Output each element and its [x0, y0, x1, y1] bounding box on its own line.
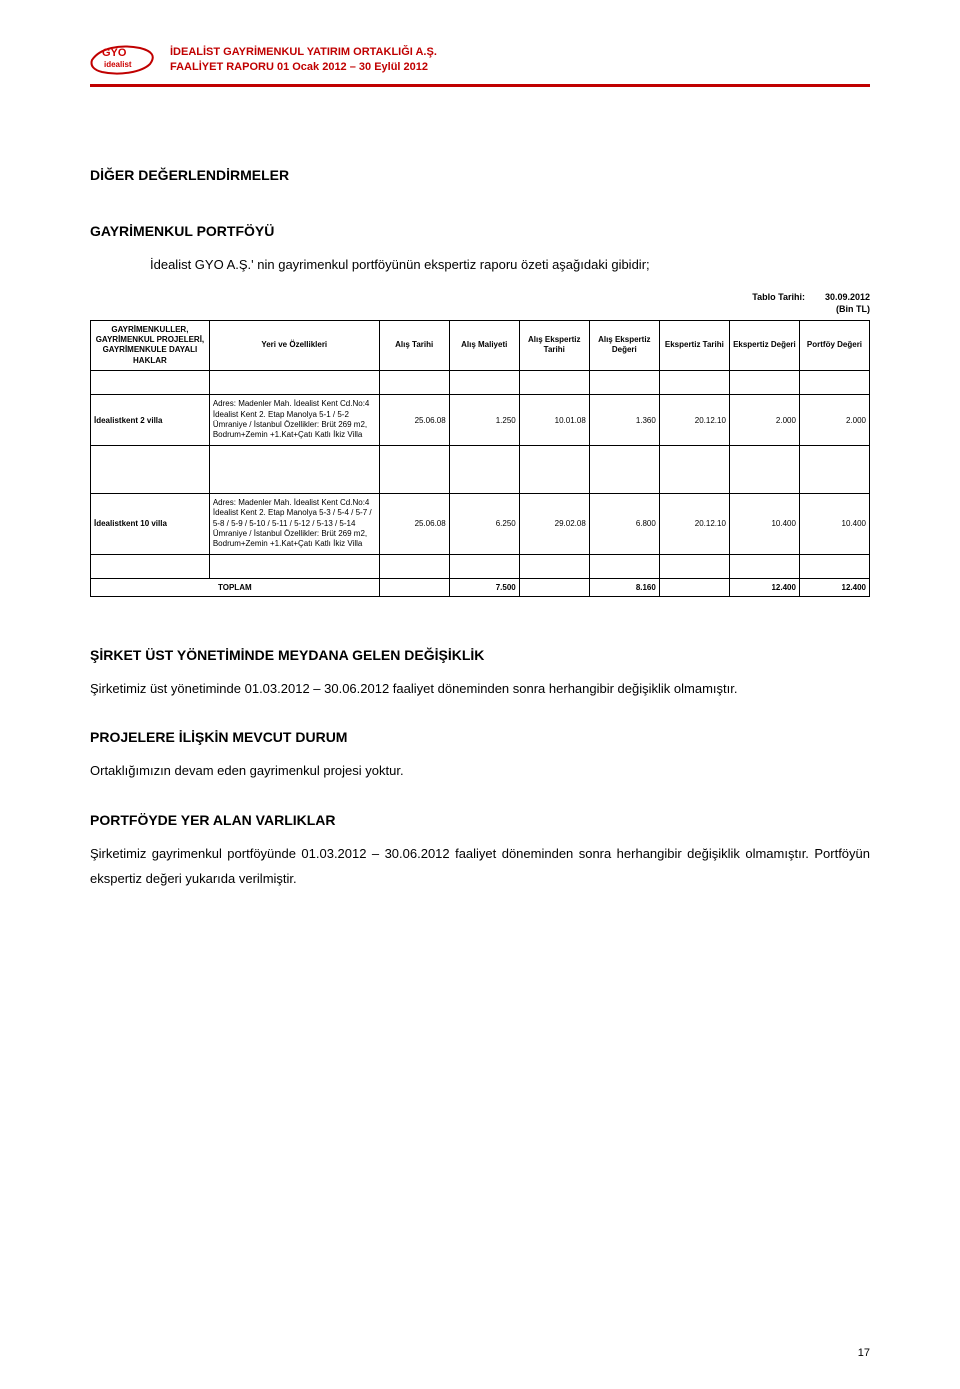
th-c0: GAYRİMENKULLER, GAYRİMENKUL PROJELERİ, G…	[91, 320, 210, 371]
th-c2: Alış Tarihi	[379, 320, 449, 371]
bin-tl-label: (Bin TL)	[90, 304, 870, 314]
header-row: GYO idealist İDEALİST GAYRİMENKUL YATIRI…	[90, 40, 870, 80]
header-line2: FAALİYET RAPORU 01 Ocak 2012 – 30 Eylül …	[170, 60, 437, 75]
logo-main-text: GYO	[102, 48, 126, 59]
toplam-empty	[379, 578, 449, 596]
th-c3: Alış Maliyeti	[449, 320, 519, 371]
header-titles: İDEALİST GAYRİMENKUL YATIRIM ORTAKLIĞI A…	[170, 45, 437, 76]
th-c5: Alış Ekspertiz Değeri	[589, 320, 659, 371]
section-degisiklik: ŞİRKET ÜST YÖNETİMİNDE MEYDANA GELEN DEĞ…	[90, 647, 870, 663]
row-v8: 10.400	[799, 493, 869, 554]
table-spacer-row	[91, 371, 870, 395]
toplam-empty	[659, 578, 729, 596]
table-spacer-row	[91, 554, 870, 578]
row-name: İdealistkent 2 villa	[91, 395, 210, 446]
portfolio-table: GAYRİMENKULLER, GAYRİMENKUL PROJELERİ, G…	[90, 320, 870, 597]
table-spacer-row	[91, 445, 870, 469]
toplam-v3: 7.500	[449, 578, 519, 596]
toplam-empty	[519, 578, 589, 596]
row-v7: 2.000	[729, 395, 799, 446]
row-v2: 25.06.08	[379, 395, 449, 446]
row-desc: Adres: Madenler Mah. İdealist Kent Cd.No…	[209, 395, 379, 446]
toplam-label: TOPLAM	[91, 578, 380, 596]
th-c8: Portföy Değeri	[799, 320, 869, 371]
table-row: İdealistkent 2 villaAdres: Madenler Mah.…	[91, 395, 870, 446]
table-header-row: GAYRİMENKULLER, GAYRİMENKUL PROJELERİ, G…	[91, 320, 870, 371]
page-number: 17	[858, 1347, 870, 1359]
th-c4: Alış Ekspertiz Tarihi	[519, 320, 589, 371]
th-c7: Ekspertiz Değeri	[729, 320, 799, 371]
row-v4: 10.01.08	[519, 395, 589, 446]
row-v7: 10.400	[729, 493, 799, 554]
tablo-tarihi-label: Tablo Tarihi:	[752, 292, 805, 302]
toplam-v5: 8.160	[589, 578, 659, 596]
toplam-v8: 12.400	[799, 578, 869, 596]
header-line1: İDEALİST GAYRİMENKUL YATIRIM ORTAKLIĞI A…	[170, 45, 437, 60]
row-name: İdealistkent 10 villa	[91, 493, 210, 554]
row-v3: 6.250	[449, 493, 519, 554]
toplam-v7: 12.400	[729, 578, 799, 596]
table-total-row: TOPLAM 7.500 8.160 12.40012.400	[91, 578, 870, 596]
row-v6: 20.12.10	[659, 395, 729, 446]
row-v5: 6.800	[589, 493, 659, 554]
section-diger: DİĞER DEĞERLENDİRMELER	[90, 167, 870, 183]
section-projelere: PROJELERE İLİŞKİN MEVCUT DURUM	[90, 729, 870, 745]
portfoy-intro: İdealist GYO A.Ş.' nin gayrimenkul portf…	[90, 253, 870, 278]
th-c1: Yeri ve Özellikleri	[209, 320, 379, 371]
row-v6: 20.12.10	[659, 493, 729, 554]
th-c6: Ekspertiz Tarihi	[659, 320, 729, 371]
tablo-tarihi-value: 30.09.2012	[825, 292, 870, 302]
row-v3: 1.250	[449, 395, 519, 446]
logo: GYO idealist	[90, 40, 160, 80]
degisiklik-text: Şirketimiz üst yönetiminde 01.03.2012 – …	[90, 677, 870, 702]
tablo-tarihi-row: Tablo Tarihi: 30.09.2012	[90, 292, 870, 302]
row-v2: 25.06.08	[379, 493, 449, 554]
row-v8: 2.000	[799, 395, 869, 446]
logo-sub-text: idealist	[104, 60, 132, 69]
portfoyde-text: Şirketimiz gayrimenkul portföyünde 01.03…	[90, 842, 870, 891]
row-v5: 1.360	[589, 395, 659, 446]
projelere-text: Ortaklığımızın devam eden gayrimenkul pr…	[90, 759, 870, 784]
header-divider	[90, 84, 870, 87]
row-desc: Adres: Madenler Mah. İdealist Kent Cd.No…	[209, 493, 379, 554]
row-v4: 29.02.08	[519, 493, 589, 554]
section-portfoy: GAYRİMENKUL PORTFÖYÜ	[90, 223, 870, 239]
table-row: İdealistkent 10 villaAdres: Madenler Mah…	[91, 493, 870, 554]
table-spacer-row	[91, 469, 870, 493]
section-portfoyde: PORTFÖYDE YER ALAN VARLIKLAR	[90, 812, 870, 828]
